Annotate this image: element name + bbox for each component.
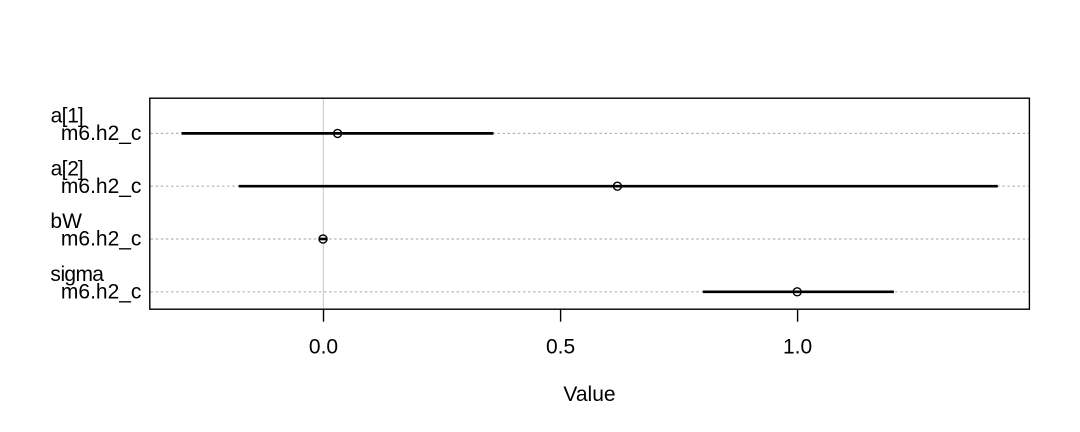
svg-text:m6.h2_c: m6.h2_c — [61, 281, 142, 304]
svg-text:a[2]: a[2] — [51, 157, 84, 180]
svg-text:m6.h2_c: m6.h2_c — [61, 228, 142, 251]
svg-text:sigma: sigma — [50, 263, 104, 286]
svg-text:bW: bW — [50, 210, 82, 233]
svg-text:Value: Value — [563, 383, 615, 406]
svg-text:0.0: 0.0 — [309, 336, 338, 359]
svg-text:1.0: 1.0 — [783, 336, 812, 359]
svg-text:0.5: 0.5 — [546, 336, 575, 359]
svg-text:m6.h2_c: m6.h2_c — [61, 122, 142, 145]
svg-text:m6.h2_c: m6.h2_c — [61, 175, 142, 198]
svg-text:a[1]: a[1] — [51, 105, 84, 128]
